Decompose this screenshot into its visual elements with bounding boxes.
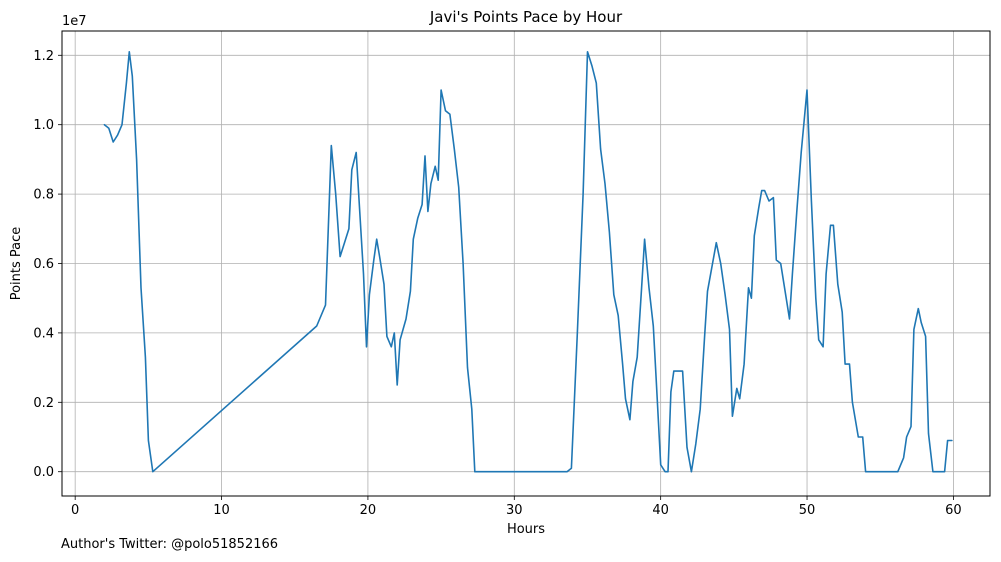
series-line <box>103 51 953 473</box>
series-line-group <box>103 51 953 473</box>
y-tick-label: 0.6 <box>33 257 54 272</box>
x-tick-label: 30 <box>506 503 523 518</box>
y-tick-label: 0.0 <box>33 465 54 480</box>
x-tick-label: 40 <box>652 503 669 518</box>
x-tick-label: 60 <box>945 503 962 518</box>
x-tick-label: 0 <box>71 503 79 518</box>
y-tick-label: 0.8 <box>33 188 54 203</box>
author-credit: Author's Twitter: @polo51852166 <box>61 537 279 552</box>
x-tick-label: 20 <box>360 503 377 518</box>
chart-title: Javi's Points Pace by Hour <box>429 8 623 26</box>
y-tick-label: 1.2 <box>33 49 54 64</box>
grid <box>62 31 990 496</box>
x-tick-label: 10 <box>213 503 230 518</box>
y-tick-label: 1.0 <box>33 118 54 133</box>
y-tick-label: 0.4 <box>33 326 54 341</box>
y-axis-label: Points Pace <box>9 227 24 301</box>
x-axis-label: Hours <box>507 522 545 537</box>
y-axis-offset-label: 1e7 <box>62 14 87 29</box>
axis-ticks: 0 10 20 30 40 50 60 0.0 0.2 0.4 0.6 0.8 1.0 1.2 <box>33 49 961 518</box>
y-tick-label: 0.2 <box>33 396 54 411</box>
x-tick-label: 50 <box>799 503 816 518</box>
